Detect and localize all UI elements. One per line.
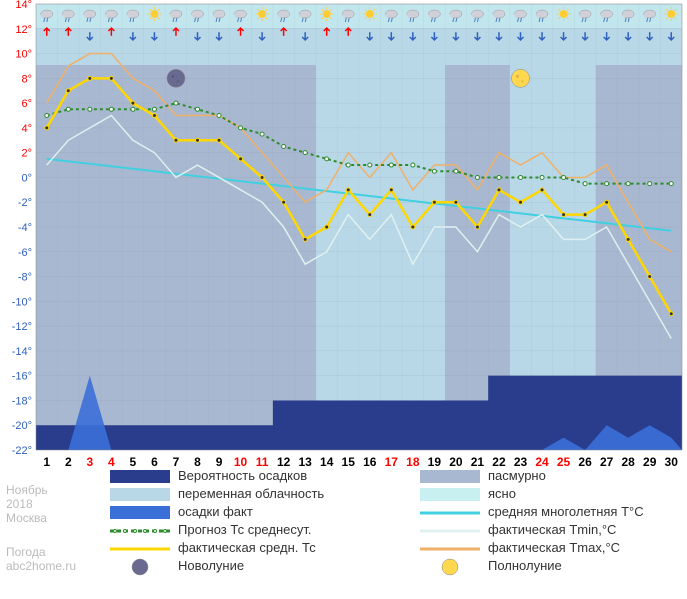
legend-item: Полнолуние: [442, 558, 562, 575]
svg-text:24: 24: [535, 455, 549, 469]
svg-text:8: 8: [194, 455, 201, 469]
svg-text:16: 16: [363, 455, 377, 469]
svg-text:-18°: -18°: [12, 395, 32, 407]
svg-text:4°: 4°: [21, 123, 32, 135]
svg-text:Ноябрь: Ноябрь: [6, 483, 48, 497]
svg-text:3: 3: [86, 455, 93, 469]
svg-text:8°: 8°: [21, 73, 32, 85]
svg-text:14°: 14°: [15, 0, 32, 11]
svg-text:14: 14: [320, 455, 334, 469]
svg-text:1: 1: [43, 455, 50, 469]
svg-text:4: 4: [108, 455, 115, 469]
svg-text:12°: 12°: [15, 24, 32, 36]
svg-text:17: 17: [385, 455, 399, 469]
legend-item: фактическая Tmax,°С: [420, 540, 620, 555]
legend-item: Новолуние: [132, 558, 244, 575]
svg-text:6°: 6°: [21, 98, 32, 110]
svg-text:переменная облачность: переменная облачность: [178, 486, 324, 501]
svg-text:18: 18: [406, 455, 420, 469]
svg-text:30: 30: [665, 455, 679, 469]
svg-text:5: 5: [130, 455, 137, 469]
svg-text:15: 15: [342, 455, 356, 469]
legend-item: Вероятность осадков: [110, 468, 307, 483]
legend-item: переменная облачность: [110, 486, 324, 501]
svg-text:-4°: -4°: [18, 222, 32, 234]
legend-item: пасмурно: [420, 468, 546, 483]
svg-text:10°: 10°: [15, 49, 32, 61]
legend-item: средняя многолетняя Т°С: [420, 504, 644, 519]
svg-text:9: 9: [216, 455, 223, 469]
svg-text:13: 13: [298, 455, 312, 469]
svg-text:-16°: -16°: [12, 371, 32, 383]
legend-item: фактическая средн. Тс: [110, 540, 316, 555]
legend-item: осадки факт: [110, 504, 253, 519]
svg-text:29: 29: [643, 455, 657, 469]
svg-text:19: 19: [428, 455, 442, 469]
svg-text:-8°: -8°: [18, 272, 32, 284]
legend-item: Прогноз Тс среднесут.: [110, 522, 312, 537]
svg-text:Погода: Погода: [6, 545, 46, 559]
svg-text:abc2home.ru: abc2home.ru: [6, 559, 76, 573]
svg-text:пасмурно: пасмурно: [488, 468, 546, 483]
svg-text:-22°: -22°: [12, 445, 32, 457]
svg-text:ясно: ясно: [488, 486, 516, 501]
svg-text:25: 25: [557, 455, 571, 469]
svg-text:2018: 2018: [6, 497, 33, 511]
svg-text:-12°: -12°: [12, 321, 32, 333]
svg-text:фактическая Tmax,°С: фактическая Tmax,°С: [488, 540, 620, 555]
svg-text:Москва: Москва: [6, 511, 47, 525]
svg-text:-2°: -2°: [18, 197, 32, 209]
svg-text:27: 27: [600, 455, 614, 469]
svg-text:2: 2: [65, 455, 72, 469]
svg-text:Полнолуние: Полнолуние: [488, 558, 562, 573]
svg-text:0°: 0°: [21, 172, 32, 184]
svg-text:фактическая Tmin,°С: фактическая Tmin,°С: [488, 522, 616, 537]
svg-text:Прогноз Тс среднесут.: Прогноз Тс среднесут.: [178, 522, 312, 537]
svg-text:Новолуние: Новолуние: [178, 558, 244, 573]
svg-text:22: 22: [492, 455, 506, 469]
legend-item: ясно: [420, 486, 516, 501]
legend-item: фактическая Tmin,°С: [420, 522, 616, 537]
svg-text:23: 23: [514, 455, 528, 469]
svg-text:6: 6: [151, 455, 158, 469]
svg-text:20: 20: [449, 455, 463, 469]
svg-text:11: 11: [256, 455, 269, 469]
svg-text:7: 7: [173, 455, 180, 469]
svg-text:12: 12: [277, 455, 291, 469]
svg-text:фактическая средн. Тс: фактическая средн. Тс: [178, 540, 316, 555]
svg-text:-20°: -20°: [12, 420, 32, 432]
svg-text:осадки факт: осадки факт: [178, 504, 253, 519]
svg-text:28: 28: [621, 455, 635, 469]
svg-text:2°: 2°: [21, 148, 32, 160]
svg-text:-10°: -10°: [12, 296, 32, 308]
svg-text:средняя многолетняя Т°С: средняя многолетняя Т°С: [488, 504, 644, 519]
svg-text:-6°: -6°: [18, 247, 32, 259]
svg-text:26: 26: [578, 455, 592, 469]
svg-text:21: 21: [471, 455, 485, 469]
svg-text:10: 10: [234, 455, 248, 469]
svg-text:Вероятность осадков: Вероятность осадков: [178, 468, 307, 483]
svg-text:-14°: -14°: [12, 346, 32, 358]
weather-chart: -22° -20° -18° -16° -14° -12° -10° -8° -6° -4° -2°…: [0, 0, 687, 599]
